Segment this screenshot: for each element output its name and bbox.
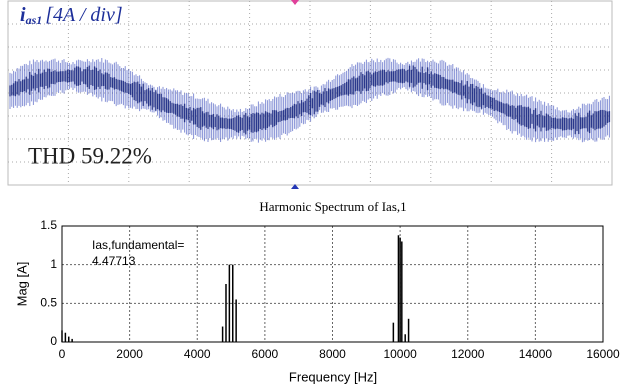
y-tick-label: 0.5: [40, 296, 57, 310]
x-tick-label: 16000: [586, 347, 620, 361]
label-scale: [4A / div]: [45, 4, 122, 26]
thd-annotation: THD 59.22%: [28, 143, 152, 168]
fundamental-annotation: 4.47713: [92, 254, 136, 268]
y-tick-label: 1.5: [40, 218, 57, 232]
x-tick-label: 14000: [519, 347, 553, 361]
x-tick-label: 0: [59, 347, 66, 361]
chart-title: Harmonic Spectrum of Ias,1: [259, 199, 406, 214]
figure: ias1[4A / div] THD 59.22% Harmonic Spect…: [0, 0, 627, 387]
y-tick-label: 1: [50, 257, 57, 271]
y-axis-label: Mag [A]: [14, 262, 29, 307]
y-tick-label: 0: [50, 334, 57, 348]
x-tick-label: 12000: [451, 347, 485, 361]
x-tick-label: 6000: [252, 347, 279, 361]
fundamental-annotation: Ias,fundamental=: [92, 238, 184, 252]
x-tick-label: 4000: [184, 347, 211, 361]
x-axis-label: Frequency [Hz]: [289, 369, 377, 384]
x-tick-label: 10000: [383, 347, 417, 361]
label-subscript: as1: [26, 13, 43, 27]
x-tick-label: 2000: [116, 347, 143, 361]
x-tick-label: 8000: [319, 347, 346, 361]
